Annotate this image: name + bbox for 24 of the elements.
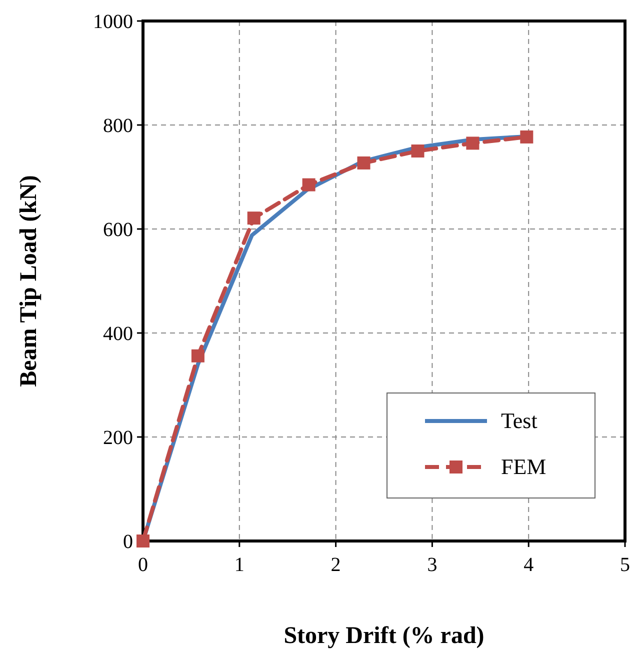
x-tick-label: 2 (330, 554, 341, 576)
y-tick-label: 0 (123, 531, 133, 553)
x-axis-title: Story Drift (% rad) (284, 623, 484, 649)
point (411, 144, 424, 158)
x-tick-label: 5 (620, 554, 630, 576)
legend-label: FEM (501, 454, 546, 479)
point (357, 156, 370, 170)
x-tick-label: 4 (524, 554, 534, 576)
y-tick-label: 800 (103, 115, 133, 137)
x-tick-label: 1 (234, 554, 244, 576)
point (466, 136, 480, 150)
y-tick-label: 1000 (93, 11, 133, 33)
x-tick-label: 3 (427, 554, 438, 576)
point (191, 349, 204, 362)
y-tick-label: 200 (103, 427, 133, 449)
point (302, 178, 316, 192)
point (136, 534, 150, 548)
y-tick-label: 600 (103, 219, 133, 241)
point (520, 130, 534, 144)
x-tick-label: 0 (138, 554, 148, 576)
legend-label: Test (501, 408, 538, 433)
y-tick-label: 400 (103, 323, 133, 345)
point (247, 212, 260, 225)
y-axis-title: Beam Tip Load (kN) (16, 175, 42, 387)
